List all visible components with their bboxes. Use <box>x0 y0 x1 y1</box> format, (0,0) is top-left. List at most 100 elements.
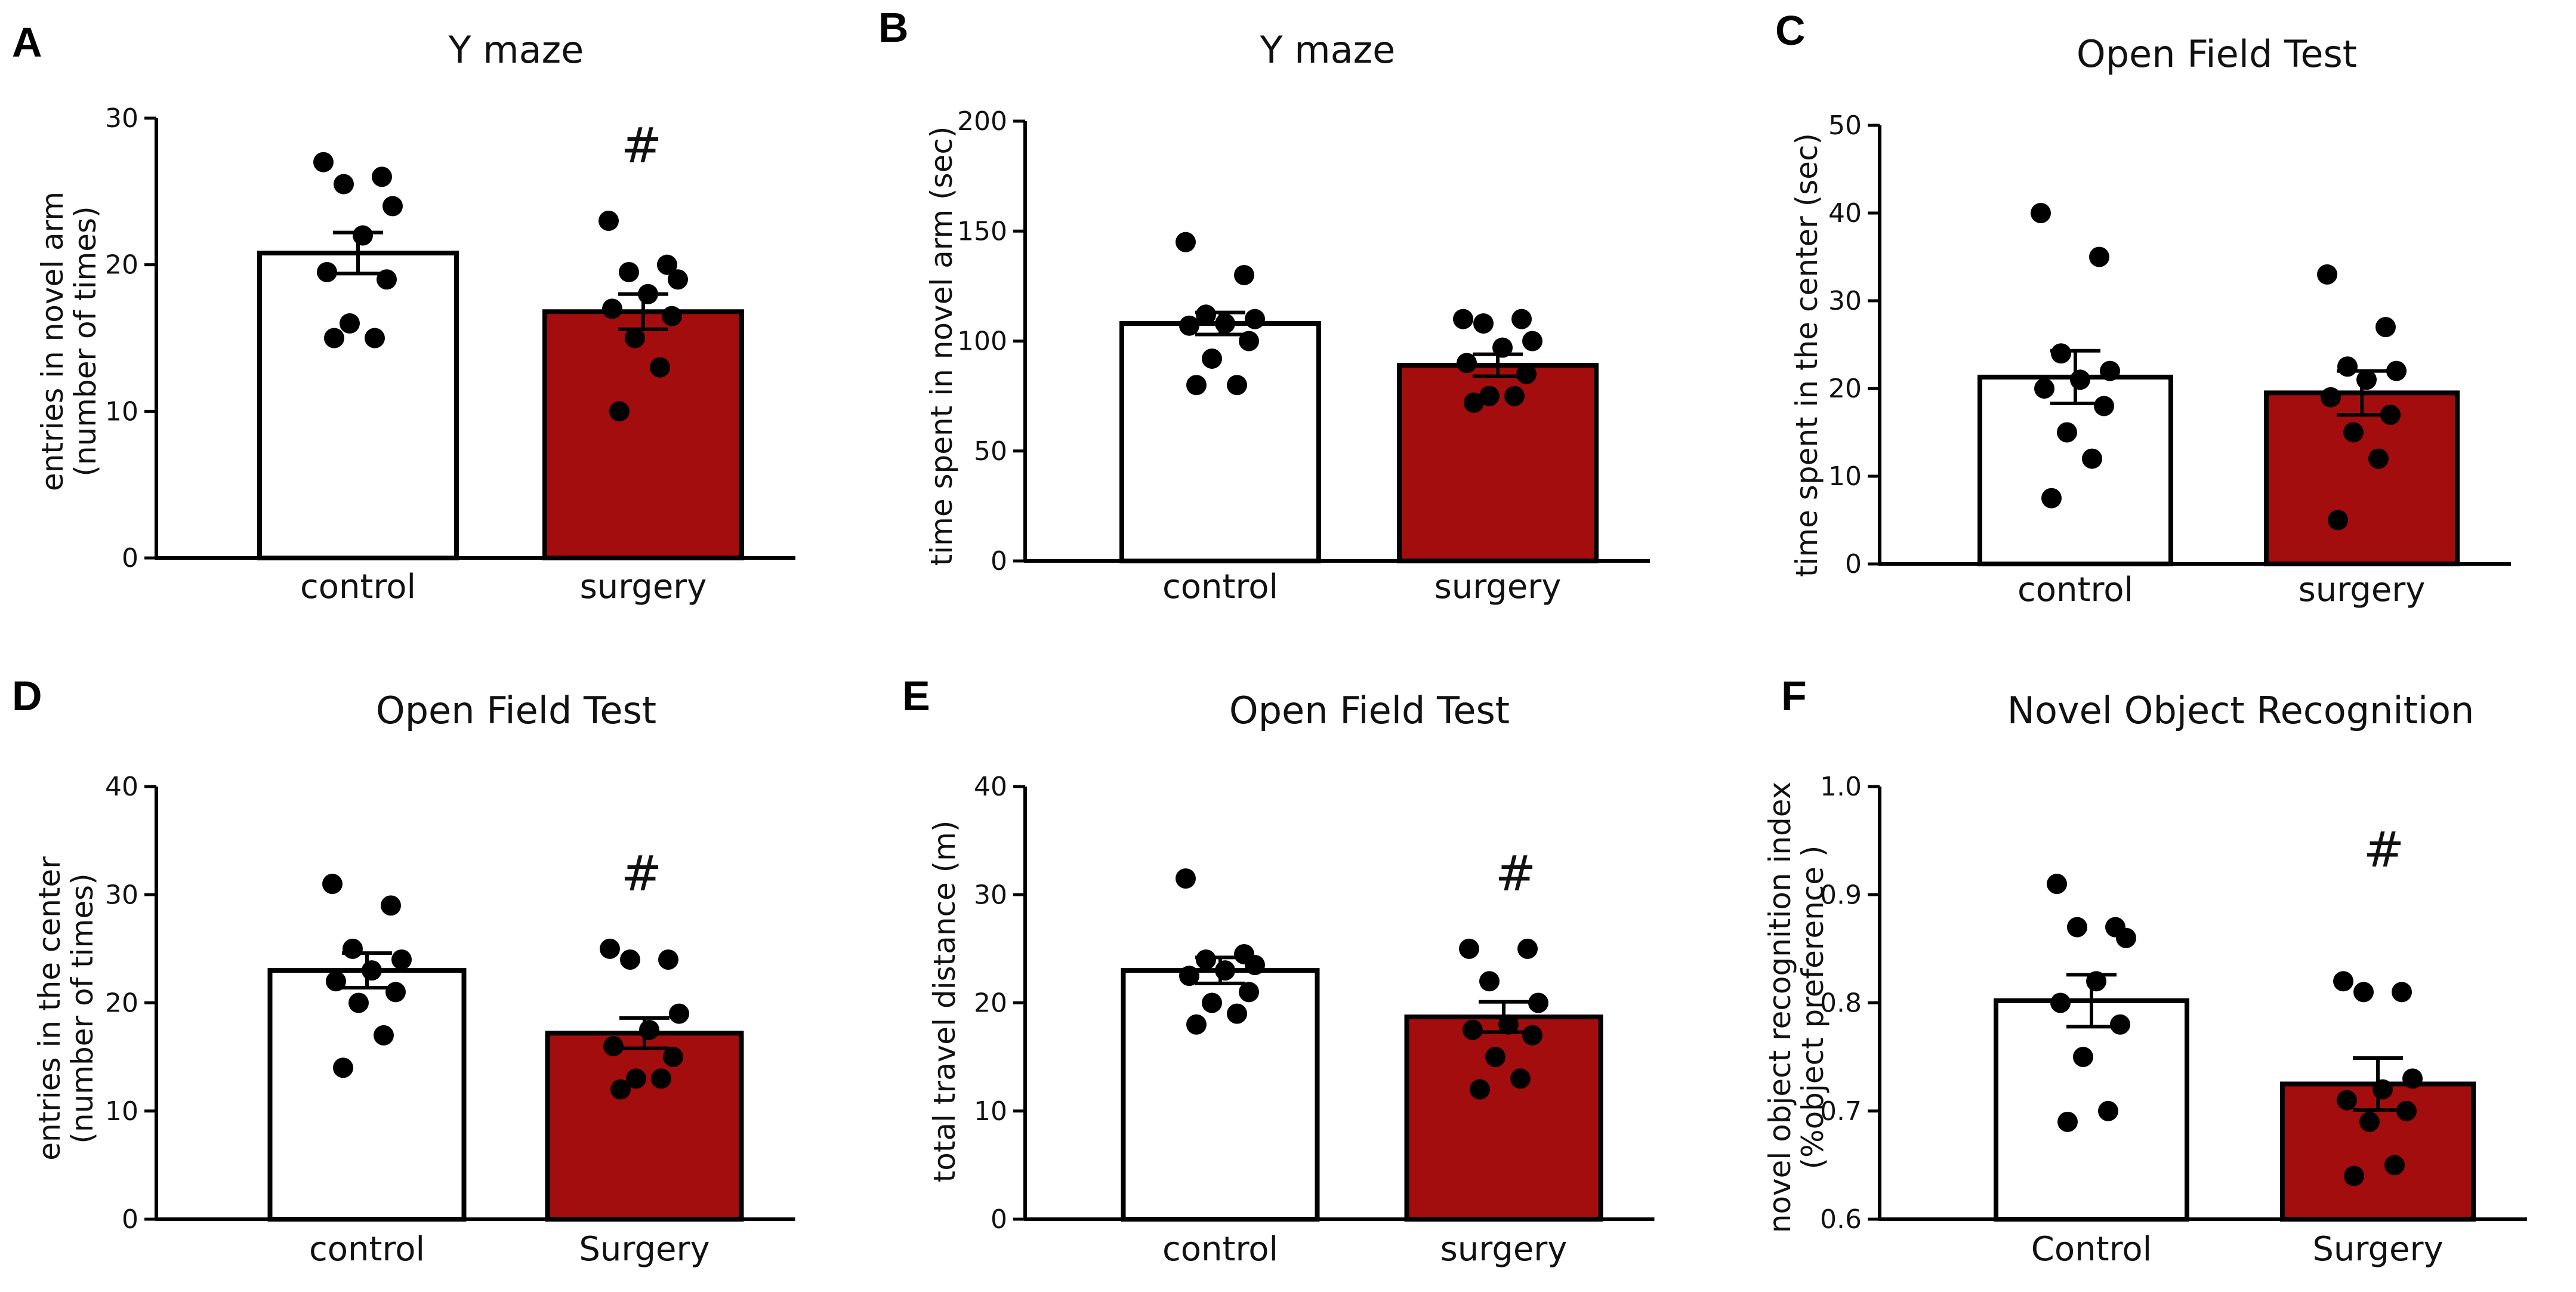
data-point <box>1522 1025 1542 1046</box>
data-point <box>2070 369 2090 390</box>
data-point <box>381 895 401 916</box>
data-point <box>1498 1014 1519 1035</box>
data-point <box>2047 874 2067 895</box>
data-point <box>2384 1155 2405 1176</box>
data-point <box>1517 938 1538 959</box>
y-axis-label-line-2: (number of times) <box>68 206 103 476</box>
x-category-label: Surgery <box>579 1230 709 1269</box>
panel-letter: F <box>1781 673 1807 719</box>
data-point <box>1510 1068 1531 1089</box>
data-point <box>2337 356 2358 377</box>
data-point <box>1176 868 1196 889</box>
panel-letter: A <box>12 19 42 66</box>
data-point <box>663 1047 683 1068</box>
x-category-label: control <box>2017 571 2133 609</box>
y-tick-label: 50 <box>1828 110 1862 141</box>
y-axis-label-line-2: (number of times) <box>65 873 100 1143</box>
data-point <box>1186 375 1207 396</box>
y-tick-label: 0 <box>1845 549 1862 579</box>
y-tick-label: 40 <box>974 772 1007 802</box>
data-point <box>638 283 658 304</box>
x-category-label: control <box>300 568 416 606</box>
x-category-label: control <box>309 1230 425 1269</box>
data-point <box>2057 1111 2078 1132</box>
control-bar <box>1121 968 1320 1222</box>
data-point <box>1473 313 1494 334</box>
data-point <box>1522 331 1542 351</box>
data-point <box>1227 375 1247 396</box>
data-point <box>322 874 343 895</box>
data-point <box>365 328 385 349</box>
y-axis-label-line-1: novel object recognition index <box>1763 782 1797 1233</box>
y-axis-label-line-1: entries in the center <box>32 856 67 1161</box>
x-category-label: Surgery <box>2312 1230 2443 1269</box>
y-axis-label: time spent in novel arm (sec) <box>924 127 959 566</box>
y-tick-label: 10 <box>974 1096 1007 1127</box>
data-point <box>2380 405 2401 425</box>
data-point <box>1463 1019 1483 1040</box>
data-point <box>2321 387 2341 408</box>
y-tick-label: 0.6 <box>1820 1204 1862 1235</box>
data-point <box>385 982 406 1003</box>
data-point <box>2067 917 2087 938</box>
data-point <box>382 196 403 217</box>
y-tick-label: 200 <box>957 106 1007 137</box>
surgery-bar <box>545 1031 744 1222</box>
data-point <box>1202 348 1222 369</box>
data-point <box>1511 309 1532 329</box>
panel-c: C Open Field Test control surgery time s… <box>1775 7 2511 609</box>
data-point <box>2328 510 2348 531</box>
data-point <box>1186 1014 1207 1035</box>
y-tick-label: 0.9 <box>1820 880 1862 910</box>
data-point <box>650 357 670 378</box>
data-point <box>1453 309 1473 329</box>
data-point <box>1528 992 1548 1013</box>
data-point <box>610 1079 631 1100</box>
y-tick-label: 40 <box>105 772 138 802</box>
data-point <box>2089 246 2109 267</box>
data-point <box>1215 960 1235 981</box>
data-point <box>1227 1003 1247 1024</box>
y-tick-label: 10 <box>105 1096 138 1127</box>
data-point <box>626 1068 646 1089</box>
y-tick-label: 20 <box>974 988 1007 1019</box>
chart-title: Y maze <box>448 28 584 72</box>
y-tick-label: 10 <box>105 396 138 427</box>
data-point <box>2356 369 2377 390</box>
data-point <box>619 261 639 282</box>
y-tick-label: 10 <box>1828 461 1862 492</box>
panel-b: B Y maze control surgery time spent in n… <box>878 4 1650 606</box>
data-point <box>2368 448 2389 469</box>
y-tick-label: 40 <box>1828 198 1862 229</box>
data-point <box>2344 1165 2364 1186</box>
data-point <box>372 166 392 187</box>
y-tick-label: 20 <box>105 988 138 1019</box>
significance-mark: # <box>2364 822 2405 878</box>
y-tick-label: 0 <box>122 1204 138 1235</box>
significance-mark: # <box>621 118 662 174</box>
control-bar <box>257 251 459 560</box>
data-point <box>2094 396 2114 417</box>
control-bar <box>1994 998 2189 1222</box>
data-point <box>2353 982 2374 1003</box>
control-bar <box>267 968 467 1222</box>
data-point <box>2376 317 2396 338</box>
data-point <box>1457 353 1477 374</box>
data-point <box>2396 1100 2417 1121</box>
data-point <box>603 1036 624 1056</box>
data-point <box>1239 982 1259 1003</box>
data-point <box>2098 1100 2118 1121</box>
significance-mark: # <box>621 846 662 902</box>
x-category-label: Control <box>2031 1230 2152 1269</box>
data-point <box>2057 422 2077 443</box>
data-point <box>317 261 337 282</box>
x-category-label: control <box>1162 1230 1278 1269</box>
data-point <box>2333 971 2353 992</box>
surgery-bar <box>2264 390 2460 566</box>
data-point <box>1245 955 1265 976</box>
data-point <box>1202 992 1222 1013</box>
data-point <box>1479 386 1500 406</box>
data-point <box>1215 313 1235 334</box>
panel-d: D Open Field Test # control Surgery entr… <box>12 673 795 1269</box>
